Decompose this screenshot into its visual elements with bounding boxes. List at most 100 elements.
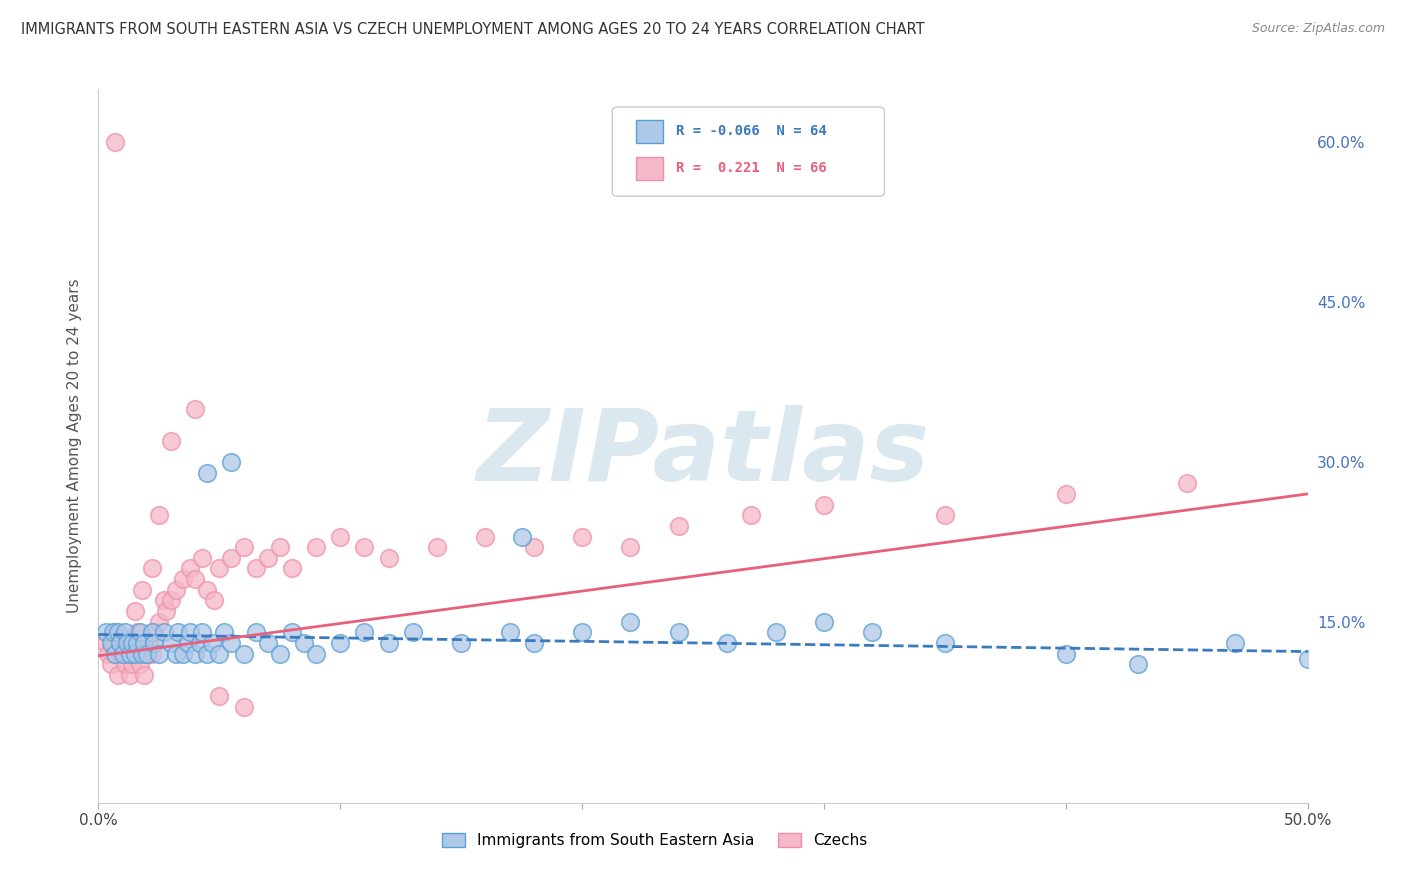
Point: [179, 625, 201, 640]
Point: [124, 604, 146, 618]
Point: [305, 647, 328, 661]
Point: [208, 561, 231, 575]
Point: [160, 434, 183, 448]
Point: [172, 572, 194, 586]
Point: [668, 519, 690, 533]
Point: [329, 636, 352, 650]
Point: [1175, 476, 1198, 491]
Point: [108, 636, 131, 650]
Point: [269, 540, 291, 554]
Point: [121, 636, 143, 650]
Point: [256, 550, 278, 565]
Point: [195, 582, 218, 597]
Point: [124, 636, 146, 650]
Point: [104, 647, 127, 661]
Point: [212, 625, 235, 640]
Point: [100, 636, 122, 650]
FancyBboxPatch shape: [613, 107, 884, 196]
Point: [141, 625, 163, 640]
Point: [134, 636, 156, 650]
Point: [127, 625, 149, 640]
Point: [135, 647, 157, 661]
Point: [571, 529, 593, 543]
Point: [128, 625, 150, 640]
Point: [121, 657, 143, 672]
Point: [305, 540, 328, 554]
Point: [143, 636, 166, 650]
Point: [118, 668, 141, 682]
Point: [353, 625, 375, 640]
Point: [118, 647, 141, 661]
Point: [1128, 657, 1150, 672]
Point: [141, 647, 163, 661]
Point: [184, 572, 207, 586]
Point: [208, 690, 231, 704]
Point: [269, 647, 291, 661]
Point: [111, 647, 134, 661]
Point: [131, 636, 153, 650]
Point: [1296, 652, 1319, 666]
Point: [104, 625, 127, 640]
Point: [195, 466, 218, 480]
Point: [117, 636, 139, 650]
Text: Source: ZipAtlas.com: Source: ZipAtlas.com: [1251, 22, 1385, 36]
Point: [813, 498, 835, 512]
Point: [104, 136, 127, 150]
Point: [152, 593, 174, 607]
Point: [1054, 487, 1077, 501]
Point: [108, 647, 131, 661]
Point: [221, 550, 243, 565]
Point: [232, 700, 254, 714]
Point: [148, 508, 170, 523]
Point: [232, 647, 254, 661]
FancyBboxPatch shape: [637, 120, 664, 143]
Point: [221, 455, 243, 469]
Point: [474, 529, 496, 543]
Point: [353, 540, 375, 554]
Point: [177, 636, 200, 650]
Point: [934, 508, 956, 523]
Point: [141, 561, 163, 575]
Y-axis label: Unemployment Among Ages 20 to 24 years: Unemployment Among Ages 20 to 24 years: [66, 278, 82, 614]
Point: [107, 625, 129, 640]
Point: [101, 636, 124, 650]
Point: [281, 561, 304, 575]
Text: IMMIGRANTS FROM SOUTH EASTERN ASIA VS CZECH UNEMPLOYMENT AMONG AGES 20 TO 24 YEA: IMMIGRANTS FROM SOUTH EASTERN ASIA VS CZ…: [21, 22, 925, 37]
Point: [201, 636, 224, 650]
Point: [426, 540, 449, 554]
Point: [108, 636, 131, 650]
Point: [619, 615, 641, 629]
Point: [184, 401, 207, 416]
Point: [100, 657, 122, 672]
Point: [450, 636, 472, 650]
Point: [191, 625, 214, 640]
Point: [104, 647, 127, 661]
Point: [256, 636, 278, 650]
Point: [167, 625, 190, 640]
Point: [716, 636, 738, 650]
Point: [101, 625, 124, 640]
Point: [281, 625, 304, 640]
Point: [111, 636, 134, 650]
Point: [195, 647, 218, 661]
Point: [114, 625, 136, 640]
Point: [510, 529, 533, 543]
Point: [329, 529, 352, 543]
Point: [245, 561, 267, 575]
Point: [377, 636, 399, 650]
Point: [134, 668, 156, 682]
Point: [94, 636, 117, 650]
Point: [184, 647, 207, 661]
Point: [135, 647, 157, 661]
Point: [131, 582, 153, 597]
Text: R = -0.066  N = 64: R = -0.066 N = 64: [676, 124, 827, 138]
Point: [160, 636, 183, 650]
Point: [172, 647, 194, 661]
Point: [191, 550, 214, 565]
Point: [155, 604, 177, 618]
Point: [377, 550, 399, 565]
Point: [402, 625, 425, 640]
Point: [221, 636, 243, 650]
Point: [148, 615, 170, 629]
Point: [124, 647, 146, 661]
